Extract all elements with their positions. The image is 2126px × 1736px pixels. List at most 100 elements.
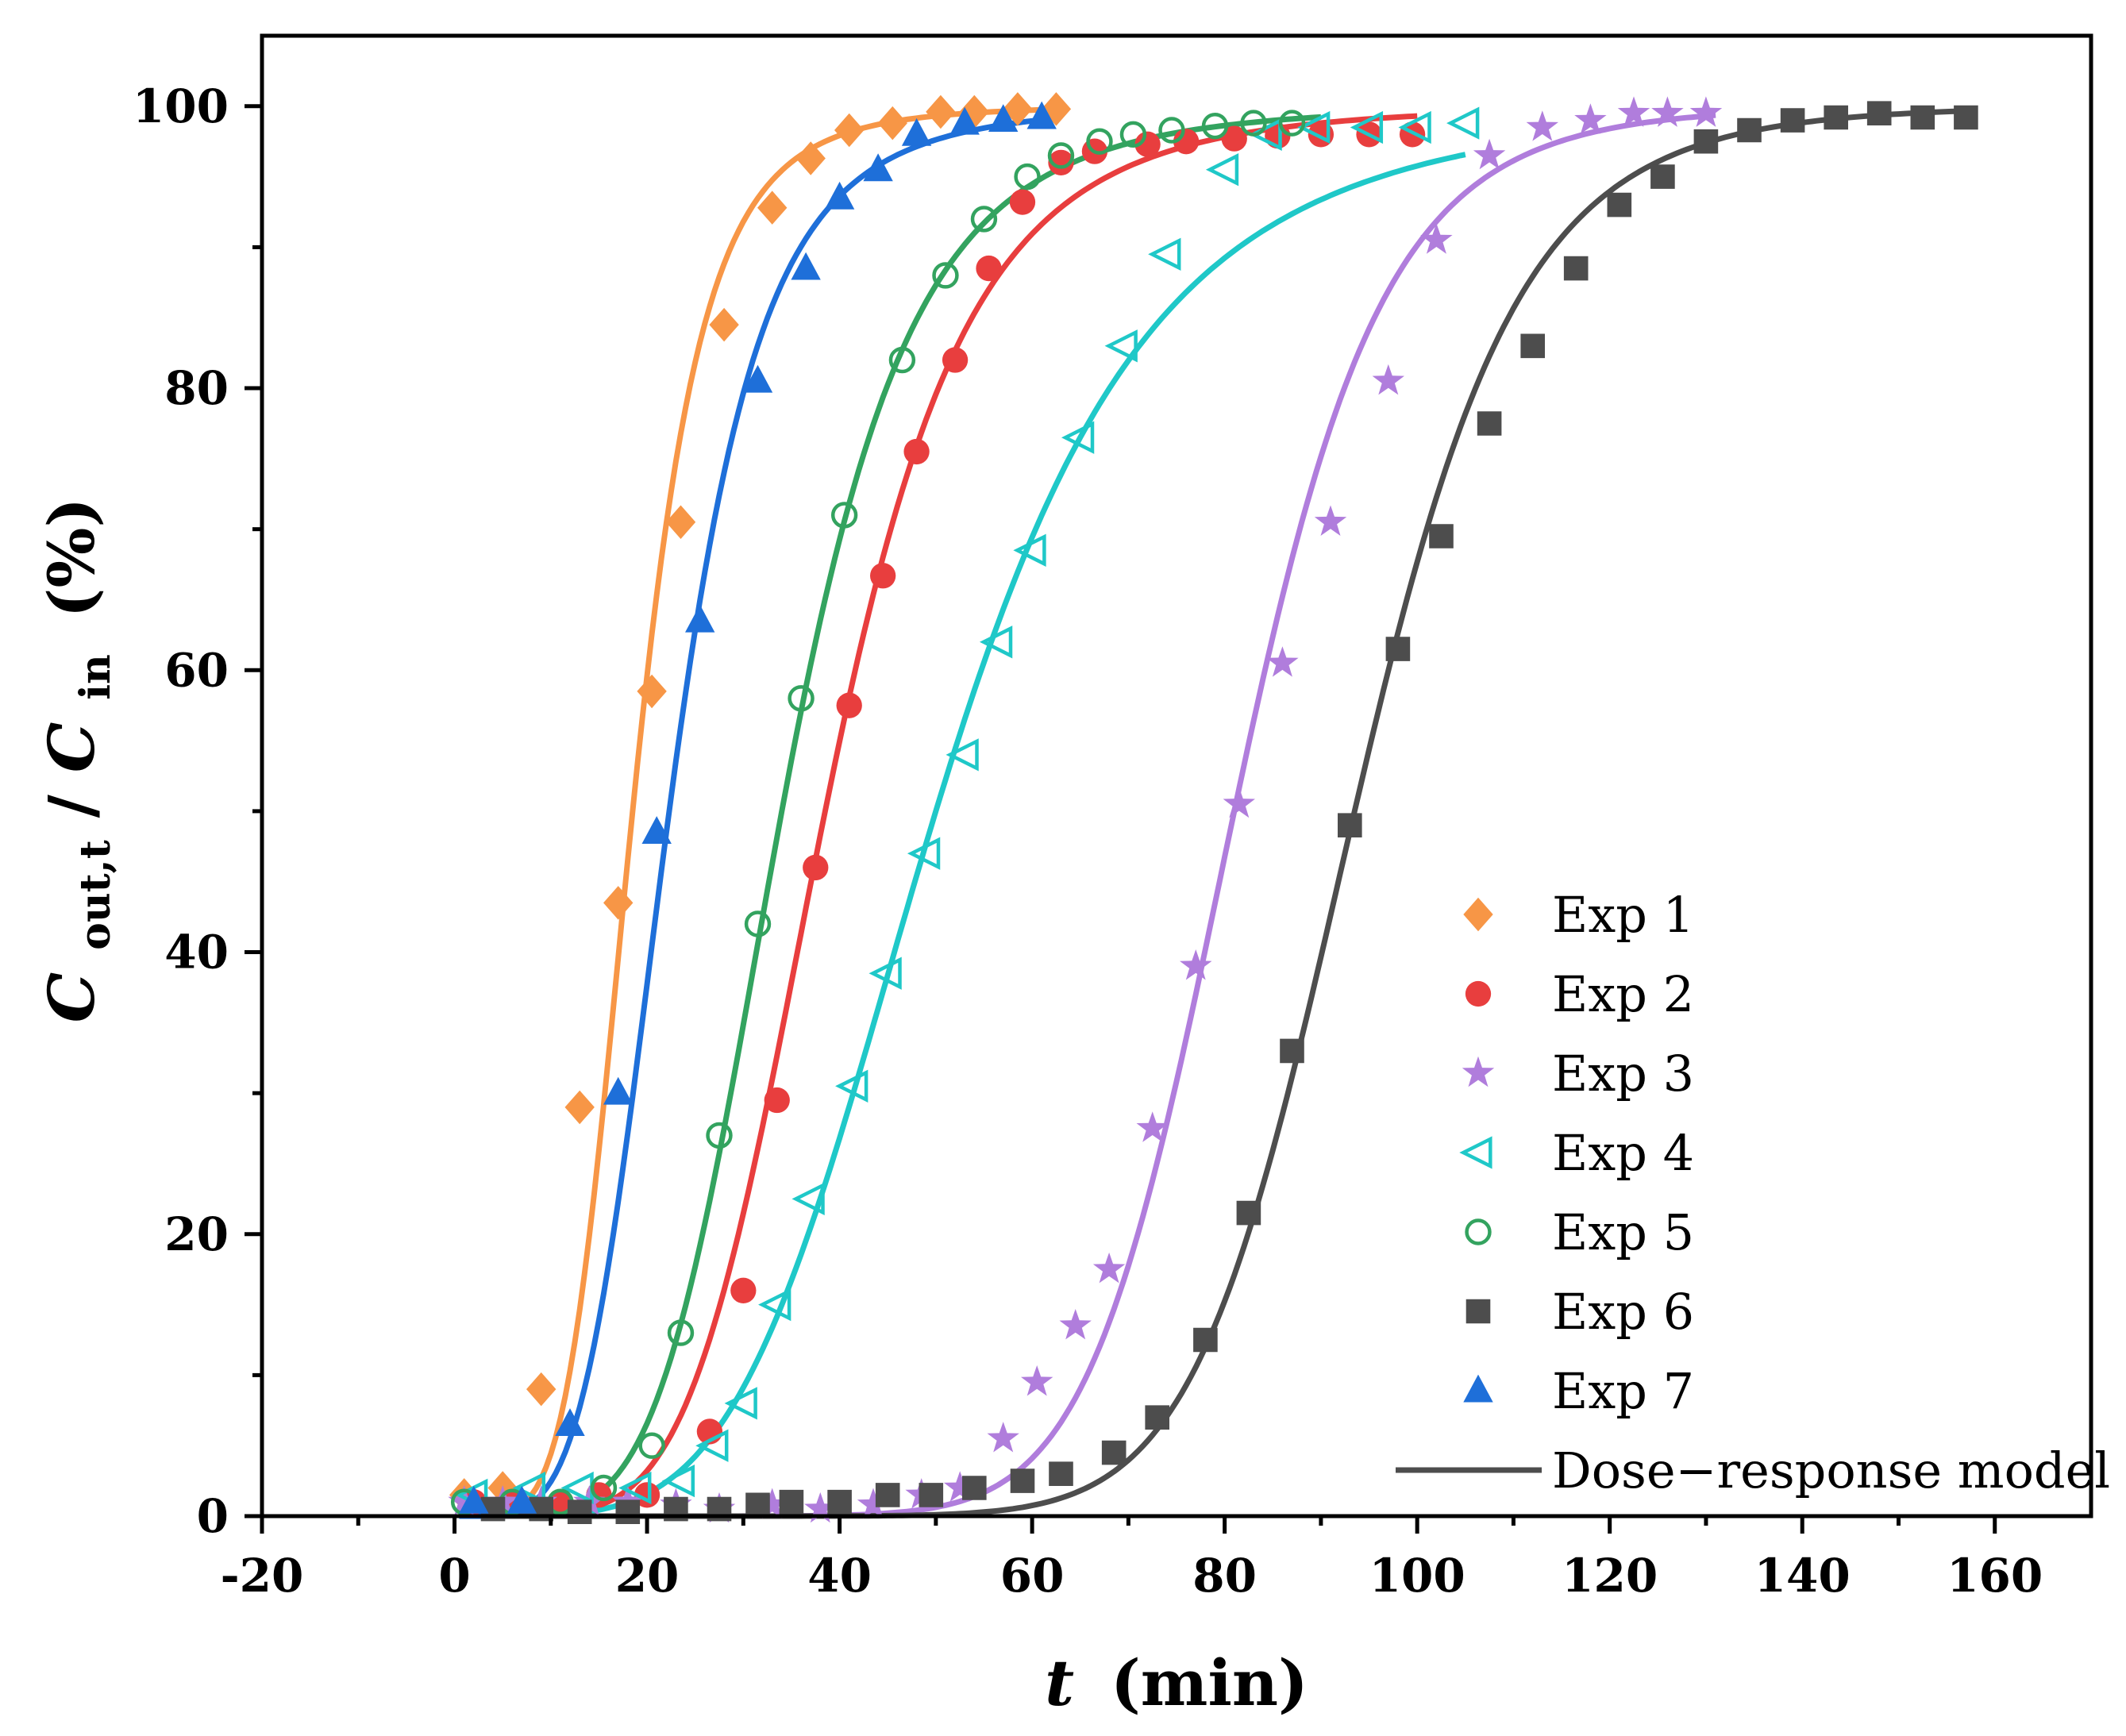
data-point-exp-3 xyxy=(1092,1252,1126,1284)
data-point-exp-4 xyxy=(661,1464,695,1498)
data-point-exp-1 xyxy=(795,141,826,175)
legend-label: Exp 4 xyxy=(1552,1124,1694,1182)
data-point-exp-1 xyxy=(665,505,696,539)
data-point-exp-7 xyxy=(824,181,855,210)
data-point-exp-6 xyxy=(1049,1461,1073,1486)
data-point-exp-4 xyxy=(512,1471,546,1505)
x-axis-unit: (min) xyxy=(1111,1646,1308,1720)
legend-item-exp-5: Exp 5 xyxy=(1465,1203,1694,1261)
y-tick-label: 40 xyxy=(164,926,229,980)
data-point-exp-6 xyxy=(1101,1440,1127,1465)
legend-item-exp-2: Exp 2 xyxy=(1465,965,1694,1023)
data-point-exp-3 xyxy=(1372,364,1404,395)
data-point-exp-3 xyxy=(1021,1365,1053,1396)
data-point-exp-3 xyxy=(1651,96,1684,127)
legend-item-model: Dose−response model xyxy=(1396,1442,2110,1499)
data-point-exp-3 xyxy=(1526,110,1558,141)
x-tick-label: 40 xyxy=(807,1549,872,1603)
data-point-exp-7 xyxy=(506,1485,537,1514)
data-point-exp-3 xyxy=(1180,949,1212,980)
data-point-exp-5 xyxy=(706,1122,733,1149)
data-point-exp-3 xyxy=(1223,787,1255,818)
y-tick-label: 80 xyxy=(164,361,229,415)
data-point-exp-4 xyxy=(907,837,941,870)
data-point-exp-4 xyxy=(1446,106,1480,140)
x-tick-label: 140 xyxy=(1754,1549,1851,1603)
data-point-exp-3 xyxy=(1574,103,1607,134)
data-point-exp-1 xyxy=(757,191,788,225)
data-point-exp-1 xyxy=(526,1372,557,1407)
data-point-exp-4 xyxy=(1398,110,1431,144)
data-point-exp-6 xyxy=(745,1492,770,1518)
data-point-exp-3 xyxy=(1617,96,1650,127)
x-tick-label: 160 xyxy=(1947,1549,2043,1603)
data-point-exp-1 xyxy=(959,94,989,129)
series-exp-2 xyxy=(460,121,1426,1515)
data-point-exp-6 xyxy=(1780,108,1805,133)
legend-label: Dose−response model xyxy=(1552,1442,2110,1499)
legend-marker-exp-6 xyxy=(1465,1299,1491,1324)
data-point-exp-7 xyxy=(742,364,773,393)
data-point-exp-3 xyxy=(804,1492,837,1523)
y-axis-sub1: out,t xyxy=(71,840,120,950)
data-point-exp-5 xyxy=(1086,128,1113,155)
data-point-exp-7 xyxy=(863,153,893,182)
data-point-exp-5 xyxy=(667,1319,695,1346)
data-point-exp-6 xyxy=(1954,105,1978,130)
data-point-exp-7 xyxy=(685,604,715,633)
data-point-exp-7 xyxy=(641,816,672,844)
data-point-exp-3 xyxy=(1314,505,1347,536)
data-point-exp-6 xyxy=(615,1499,641,1524)
y-axis-sub2: in xyxy=(71,654,120,700)
data-point-exp-3 xyxy=(1473,138,1506,170)
data-point-exp-3 xyxy=(857,1488,890,1519)
data-point-exp-3 xyxy=(1420,223,1453,254)
data-point-exp-5 xyxy=(744,910,772,937)
data-point-exp-6 xyxy=(1910,105,1935,130)
y-tick-label: 0 xyxy=(197,1489,229,1543)
data-point-exp-6 xyxy=(1338,813,1362,837)
y-axis-unit: (%) xyxy=(34,498,109,618)
x-tick-label: 60 xyxy=(1000,1549,1065,1603)
x-axis-variable: t xyxy=(1045,1646,1074,1720)
data-point-exp-6 xyxy=(1193,1327,1218,1353)
data-point-exp-2 xyxy=(1048,149,1074,176)
legend: Exp 1 Exp 2 Exp 3 Exp 4 Exp 5 Exp 6 Exp 7 Dose−… xyxy=(1396,886,2110,1499)
data-point-exp-6 xyxy=(1477,411,1502,436)
x-tick-label: 100 xyxy=(1369,1549,1465,1603)
data-point-exp-4 xyxy=(1148,237,1181,271)
x-tick-label: 0 xyxy=(438,1549,470,1603)
data-point-exp-4 xyxy=(869,957,902,990)
x-tick-label: 80 xyxy=(1192,1549,1257,1603)
data-point-exp-6 xyxy=(1866,101,1892,125)
data-point-exp-6 xyxy=(827,1489,852,1515)
legend-label: Exp 6 xyxy=(1552,1283,1694,1341)
data-markers xyxy=(448,92,1978,1524)
data-point-exp-2 xyxy=(1173,129,1200,155)
data-point-exp-5 xyxy=(932,262,959,289)
data-point-exp-7 xyxy=(791,252,821,280)
data-point-exp-4 xyxy=(695,1429,729,1462)
legend-label: Exp 7 xyxy=(1552,1362,1694,1420)
data-point-exp-6 xyxy=(1824,105,1848,130)
data-point-exp-5 xyxy=(1119,121,1147,148)
data-point-exp-1 xyxy=(637,674,667,709)
data-point-exp-1 xyxy=(877,106,907,140)
fit-curve-exp-7 xyxy=(459,117,1042,1519)
data-point-exp-4 xyxy=(946,738,979,772)
legend-marker-exp-7 xyxy=(1463,1374,1493,1403)
series-exp-3 xyxy=(448,96,1723,1523)
legend-marker-exp-5 xyxy=(1465,1218,1492,1245)
data-point-exp-4 xyxy=(979,625,1013,659)
data-point-exp-4 xyxy=(758,1288,791,1322)
data-point-exp-3 xyxy=(1266,646,1299,677)
y-axis-slash: / xyxy=(34,794,109,818)
data-point-exp-7 xyxy=(949,106,980,135)
data-point-exp-2 xyxy=(547,1489,574,1515)
data-point-exp-5 xyxy=(638,1432,665,1459)
y-tick-label: 60 xyxy=(164,643,229,697)
legend-marker-exp-2 xyxy=(1465,980,1492,1007)
data-point-exp-4 xyxy=(1249,117,1282,151)
y-axis: 0 20 40 60 80 100 xyxy=(133,79,262,1543)
